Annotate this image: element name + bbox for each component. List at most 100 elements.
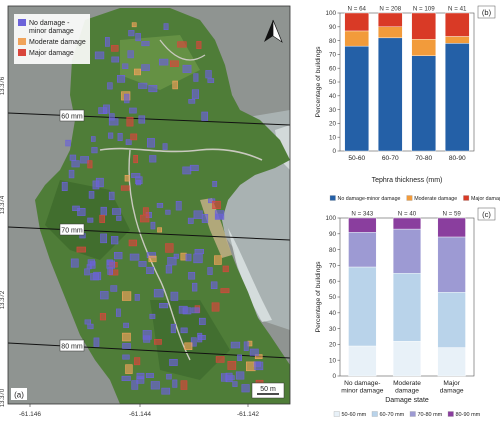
y-tick-label: 70	[329, 263, 337, 270]
map-y-tick-label: 13.374	[0, 195, 6, 214]
bar-segment	[411, 39, 437, 56]
isopach-label: 60 mm	[59, 109, 85, 122]
building-footprint	[208, 198, 216, 204]
road	[99, 147, 263, 161]
y-axis-label: Percentage of buildings	[315, 46, 322, 118]
legend-label: 60-70 mm	[380, 412, 405, 418]
building-footprint	[122, 343, 131, 349]
sample-size-label: N = 109	[413, 6, 435, 13]
panel-label-a: (a)	[14, 391, 24, 400]
building-footprint	[93, 271, 102, 281]
building-footprint	[237, 354, 242, 361]
building-footprint	[149, 313, 156, 319]
building-footprint	[94, 51, 105, 60]
building-footprint	[87, 217, 94, 223]
x-tick-label: No damage-	[344, 380, 380, 387]
map-panel: No damage - minor damage Moderate damage…	[0, 5, 291, 418]
building-footprint	[108, 191, 115, 201]
building-footprint	[88, 191, 95, 199]
sample-size-label: N = 40	[398, 211, 417, 218]
building-footprint	[254, 354, 263, 360]
bar-segment	[348, 232, 377, 268]
y-tick-label: 50	[329, 79, 337, 86]
x-tick-label: 50-60	[348, 155, 365, 162]
bar-segment	[444, 43, 470, 152]
scale-bar-label: 50 m	[260, 386, 276, 393]
bar-segment	[344, 45, 370, 152]
building-footprint	[161, 387, 171, 395]
building-footprint	[111, 45, 119, 52]
building-footprint	[147, 138, 155, 148]
building-footprint	[150, 221, 156, 230]
building-footprint	[191, 307, 200, 314]
y-tick-label: 10	[329, 134, 337, 141]
building-footprint	[215, 356, 225, 363]
building-footprint	[170, 323, 176, 334]
building-footprint	[71, 160, 80, 168]
building-footprint	[212, 200, 221, 209]
map-x-tick-label: -61.146	[19, 411, 41, 418]
legend-swatch	[329, 195, 336, 201]
x-tick-label: 80-90	[449, 155, 466, 162]
building-footprint	[108, 118, 119, 126]
building-footprint	[188, 271, 196, 280]
building-footprint	[99, 214, 105, 223]
building-footprint	[210, 281, 218, 289]
building-footprint	[170, 60, 179, 67]
building-footprint	[117, 133, 123, 142]
y-tick-label: 30	[329, 326, 337, 333]
building-footprint	[114, 252, 123, 260]
building-footprint	[180, 380, 188, 390]
building-footprint	[173, 253, 179, 259]
building-footprint	[105, 37, 110, 47]
building-footprint	[201, 214, 209, 223]
building-footprint	[92, 180, 100, 190]
building-footprint	[189, 164, 199, 171]
isopach-label-70mm: 70 mm	[61, 228, 83, 235]
building-footprint	[108, 132, 114, 139]
building-footprint	[68, 169, 75, 179]
building-footprint	[188, 99, 196, 104]
isopach-label-80mm: 80 mm	[61, 344, 83, 351]
building-footprint	[149, 155, 157, 163]
y-tick-label: 60	[329, 278, 337, 285]
isopach-label: 70 mm	[59, 223, 85, 236]
panel-label-text: (b)	[482, 8, 492, 17]
bar-segment	[377, 26, 403, 39]
isopach-line-70mm	[8, 226, 290, 241]
building-footprint	[145, 373, 154, 378]
building-footprint	[214, 255, 222, 265]
building-footprint	[172, 80, 178, 90]
building-footprint	[72, 205, 80, 211]
building-footprint	[110, 285, 118, 292]
building-footprint	[249, 348, 259, 356]
building-footprint	[232, 381, 238, 387]
building-footprint	[148, 255, 157, 263]
building-footprint	[156, 203, 164, 208]
building-footprint	[107, 267, 113, 275]
sample-size-label: N = 343	[351, 211, 373, 218]
building-footprint	[100, 291, 109, 300]
building-footprint	[84, 319, 92, 325]
building-footprint	[180, 252, 187, 261]
y-tick-label: 70	[329, 52, 337, 59]
legend-label-no-damage-line2: minor damage	[29, 28, 74, 35]
y-tick-label: 20	[329, 121, 337, 128]
building-footprint	[207, 78, 215, 83]
isopach-line-80mm	[8, 342, 290, 359]
road	[128, 149, 191, 361]
building-footprint	[130, 133, 138, 141]
panel-label: (b)	[477, 5, 496, 19]
building-footprint	[129, 107, 137, 114]
bar-segment	[344, 12, 370, 32]
building-footprint	[127, 50, 134, 59]
north-arrow-icon	[264, 19, 283, 43]
building-footprint	[89, 261, 96, 269]
chart-c-thickness-by-damage: 0 10 20 30 40 50 60 70 80 90 100 Percentage of buil…	[315, 207, 496, 418]
y-tick-label: 10	[329, 357, 337, 364]
building-footprint	[103, 104, 110, 114]
building-footprint	[241, 384, 250, 393]
building-footprint	[227, 360, 237, 370]
building-footprint	[124, 93, 130, 104]
legend-swatch	[447, 411, 454, 417]
